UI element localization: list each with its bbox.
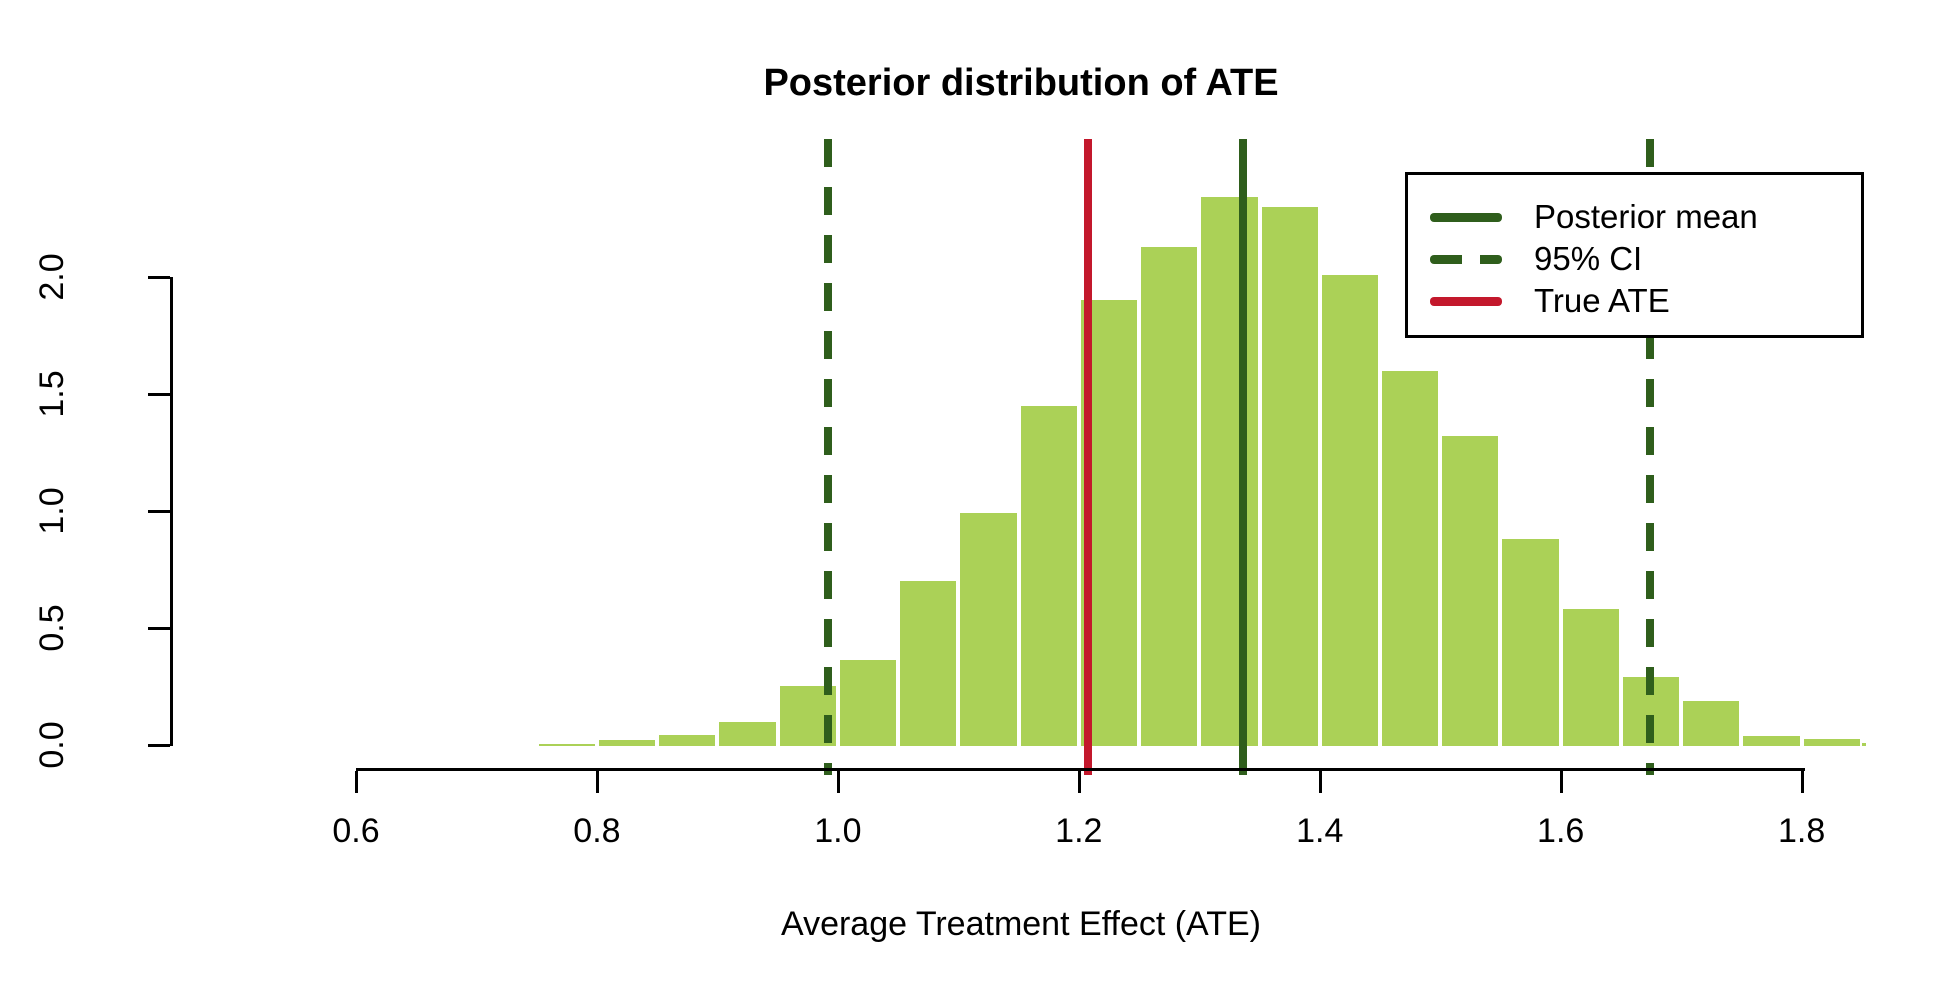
- histogram-bar: [898, 579, 959, 746]
- histogram-bar: [536, 742, 597, 746]
- histogram-bar: [1379, 368, 1441, 746]
- y-axis-tick: [148, 744, 170, 748]
- ci-line-sample: [1430, 255, 1502, 264]
- histogram-bar: [1259, 204, 1320, 746]
- histogram-bar: [1741, 733, 1802, 746]
- y-axis-tick: [148, 627, 170, 631]
- histogram-bar: [1861, 742, 1866, 746]
- legend-label: Posterior mean: [1534, 198, 1758, 235]
- x-axis-tick: [836, 771, 840, 793]
- histogram-bar: [1560, 607, 1621, 746]
- x-axis-tick: [1318, 771, 1322, 793]
- x-axis-line: [356, 768, 1805, 771]
- histogram-bar: [1801, 736, 1862, 746]
- x-axis-tick: [595, 771, 599, 793]
- x-tick-label: 0.6: [332, 812, 380, 850]
- x-tick-label: 1.0: [814, 812, 862, 850]
- posterior-mean-line-sample: [1430, 213, 1502, 222]
- histogram-bar: [1681, 698, 1742, 746]
- ci-upper-line: [1645, 139, 1654, 775]
- true-ate-line: [1084, 139, 1093, 775]
- histogram-bar: [958, 511, 1019, 746]
- legend-item-true-ate: True ATE: [1408, 281, 1861, 321]
- x-tick-label: 1.8: [1777, 812, 1826, 850]
- legend-label: True ATE: [1534, 282, 1670, 319]
- histogram-bar: [596, 738, 658, 746]
- y-axis-line: [170, 277, 173, 746]
- histogram-bar: [1018, 403, 1079, 746]
- x-tick-label: 1.4: [1296, 812, 1344, 850]
- x-axis-title: Average Treatment Effect (ATE): [781, 905, 1261, 943]
- histogram-bar: [1199, 195, 1260, 746]
- x-axis-tick: [1077, 771, 1081, 793]
- x-axis-tick: [1559, 771, 1563, 793]
- histogram-bar: [837, 657, 899, 746]
- histogram-bar: [476, 743, 537, 746]
- true-ate-line-sample: [1430, 297, 1502, 306]
- y-tick-label: 0.0: [33, 721, 71, 769]
- x-axis-tick: [1800, 771, 1804, 793]
- x-tick-label: 1.6: [1537, 812, 1585, 850]
- histogram-bar: [657, 733, 718, 746]
- y-tick-label: 2.0: [33, 253, 71, 301]
- x-tick-label: 1.2: [1055, 812, 1103, 850]
- histogram-bar: [1440, 434, 1501, 746]
- legend-item-posterior-mean: Posterior mean: [1408, 197, 1861, 237]
- y-axis-tick: [148, 510, 170, 514]
- chart-title: Posterior distribution of ATE: [763, 62, 1279, 104]
- y-tick-label: 1.5: [33, 370, 71, 418]
- x-axis-tick: [355, 771, 358, 793]
- legend-item-95ci: 95% CI: [1408, 239, 1861, 279]
- y-axis-tick: [148, 276, 170, 280]
- histogram-bar: [1500, 537, 1561, 746]
- legend-label: 95% CI: [1534, 240, 1643, 277]
- y-axis-tick: [148, 393, 170, 397]
- x-tick-label: 0.8: [573, 812, 621, 850]
- y-tick-label: 1.0: [33, 487, 71, 535]
- posterior-mean-line: [1238, 139, 1247, 775]
- histogram-bar: [1139, 244, 1200, 746]
- histogram-bar: [717, 720, 778, 746]
- histogram-bar: [1319, 272, 1380, 746]
- legend-box: Posterior mean 95% CI True ATE: [1405, 172, 1864, 338]
- y-tick-label: 0.5: [33, 604, 71, 652]
- ci-lower-line: [824, 139, 833, 775]
